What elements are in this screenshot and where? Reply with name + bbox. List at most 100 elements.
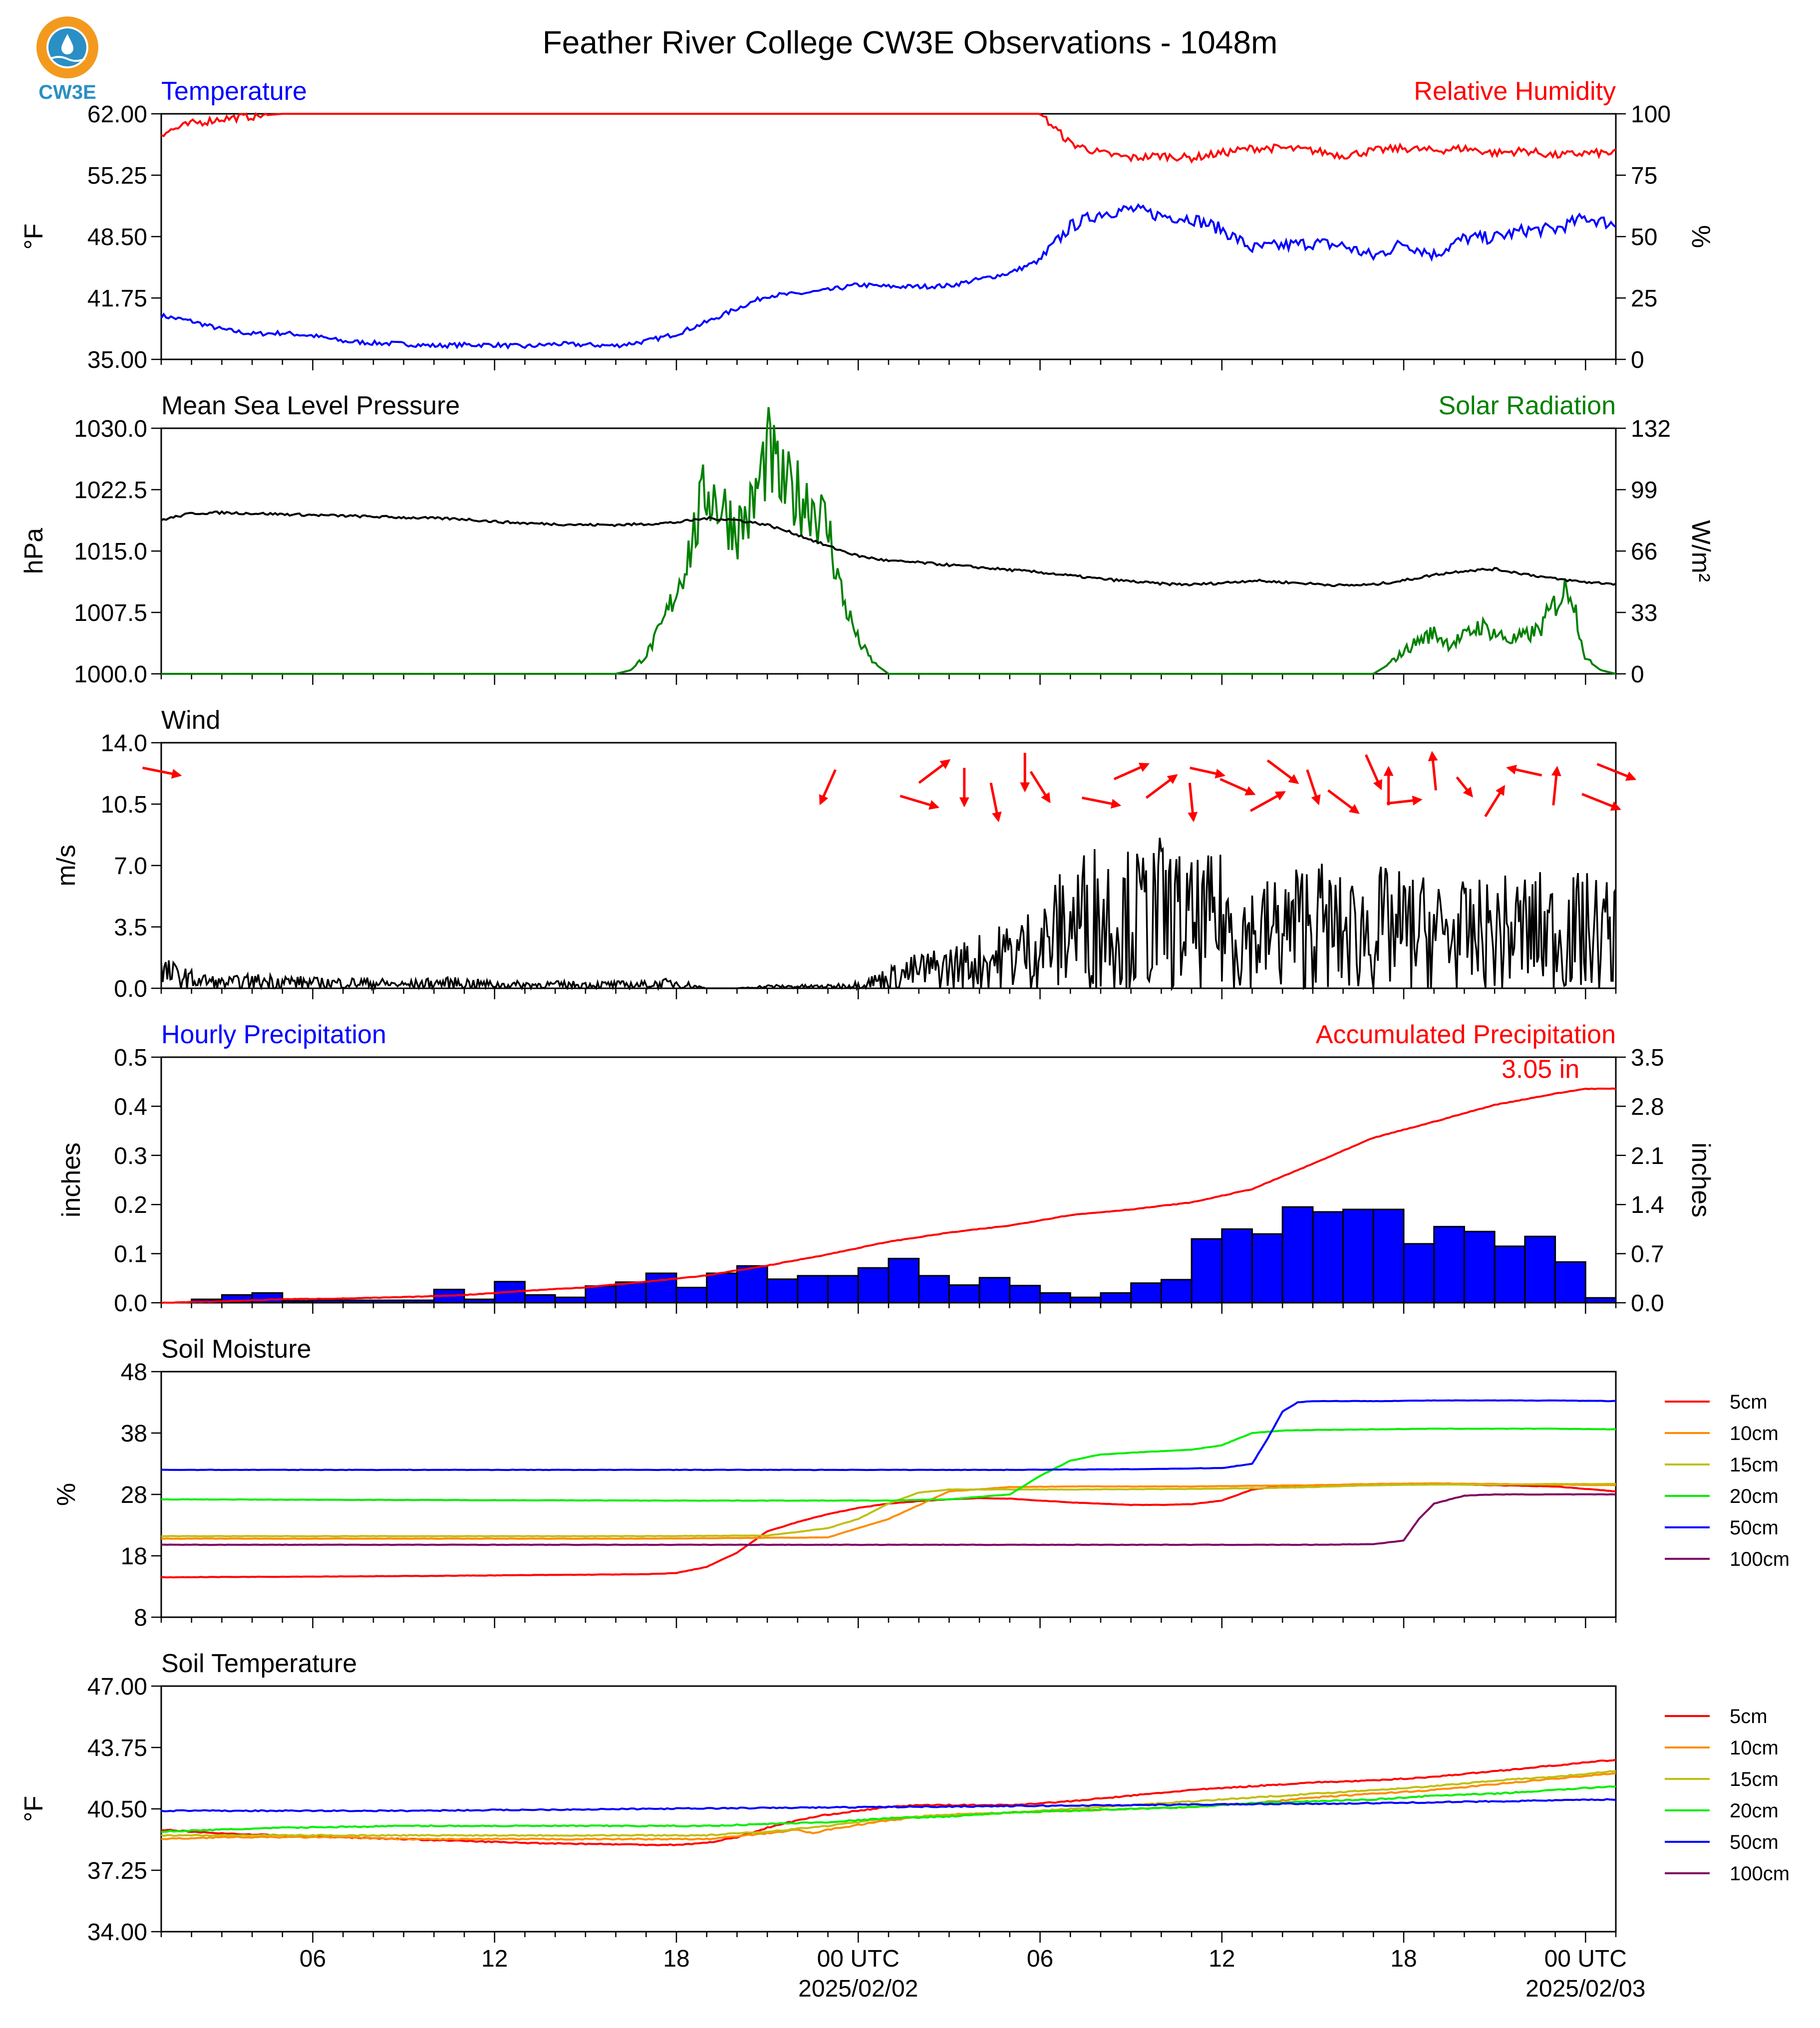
hourly-precip-bar [1221, 1228, 1253, 1304]
hourly-precip-bar [1130, 1282, 1162, 1304]
hourly-precip-bar [888, 1257, 920, 1304]
y-tick-label-soilm: 8 [134, 1605, 147, 1631]
panel-frame-pres [160, 427, 1617, 675]
hourly-precip-bar [585, 1285, 617, 1304]
y-tick-label-pres: 1007.5 [74, 600, 147, 626]
logo-wave [49, 56, 85, 62]
x-tick-label: 18 [1390, 1946, 1417, 1972]
hourly-precip-bar [706, 1272, 738, 1304]
wind-direction-arrow [989, 782, 1002, 823]
soil-line-15cm [161, 1482, 1616, 1538]
soil-line-10cm [161, 1482, 1616, 1540]
x-tick-label: 06 [1027, 1946, 1053, 1972]
wind-direction-arrow [1081, 796, 1122, 809]
legend-label: 100cm [1730, 1548, 1790, 1570]
panel-right-title-precip: Accumulated Precipitation [1316, 1020, 1616, 1049]
y2-tick-label-precip: 0.7 [1631, 1241, 1664, 1268]
y-tick-label-temp: 41.75 [87, 286, 147, 312]
wind-direction-arrow [1365, 754, 1382, 791]
wind-direction-arrow [1456, 776, 1473, 798]
soil-line-5cm [161, 1483, 1616, 1579]
y2-tick-label-temp: 75 [1631, 163, 1657, 189]
y2-tick-label-temp: 50 [1631, 224, 1657, 251]
hourly-precip-bar [1554, 1261, 1586, 1304]
y2-axis-label-pres: W/m² [1686, 520, 1715, 582]
y2-tick-label-pres: 66 [1631, 539, 1657, 565]
y-tick-label-precip: 0.3 [114, 1143, 147, 1169]
wind-direction-arrow [900, 795, 940, 810]
soil-line-20cm [161, 1785, 1616, 1833]
y-tick-label-soilm: 18 [121, 1543, 147, 1570]
panel-title-soilt: Soil Temperature [161, 1649, 357, 1678]
y-tick-label-soilm: 38 [121, 1421, 147, 1447]
y-tick-label-precip: 0.2 [114, 1192, 147, 1218]
legend-label: 50cm [1730, 1517, 1779, 1539]
y-tick-label-precip: 0.1 [114, 1241, 147, 1268]
hourly-precip-bar [1069, 1296, 1102, 1304]
x-tick-label: 18 [663, 1946, 689, 1972]
hourly-precip-bar [1312, 1211, 1344, 1304]
y-tick-label-temp: 55.25 [87, 163, 147, 189]
wind-direction-arrow [1266, 759, 1299, 784]
y2-axis-label-temp: % [1686, 225, 1715, 248]
x-date-label: 2025/02/02 [798, 1976, 918, 2002]
wind-direction-arrow [142, 766, 182, 779]
y-tick-label-soilm: 28 [121, 1482, 147, 1508]
y2-tick-label-temp: 0 [1631, 347, 1644, 373]
hourly-precip-bar [1524, 1235, 1556, 1304]
soil-line-50cm [161, 1798, 1616, 1812]
panel-right-title-pres: Solar Radiation [1438, 391, 1616, 420]
y-tick-label-precip: 0.0 [114, 1290, 147, 1317]
y-axis-label-soilm: % [52, 1483, 81, 1506]
wind-direction-arrow [1387, 795, 1423, 806]
y2-tick-label-precip: 3.5 [1631, 1045, 1664, 1071]
hourly-precip-bar [1100, 1292, 1132, 1304]
y-tick-label-pres: 1000.0 [74, 661, 147, 688]
y2-tick-label-precip: 0.0 [1631, 1290, 1664, 1317]
hourly-precip-bar [1342, 1208, 1374, 1304]
wind-direction-arrow [1428, 751, 1438, 791]
y-axis-label-temp: °F [19, 224, 48, 250]
x-tick-label: 12 [1209, 1946, 1235, 1972]
x-tick-label: 00 UTC [1544, 1946, 1627, 1972]
y-tick-label-pres: 1015.0 [74, 539, 147, 565]
y-axis-label-wind: m/s [52, 845, 81, 886]
hourly-precip-bar [463, 1298, 496, 1304]
wind-direction-arrow [1306, 769, 1321, 806]
hourly-precip-bar [948, 1284, 980, 1304]
wind-direction-arrow [1249, 791, 1286, 812]
accumulated-total-label: 3.05 in [1502, 1055, 1579, 1084]
logo-text: CW3E [38, 81, 96, 103]
legend-label: 50cm [1730, 1831, 1779, 1853]
hourly-precip-bar [372, 1299, 405, 1304]
hourly-precip-bar [1160, 1279, 1193, 1304]
wind-direction-arrow [1219, 778, 1256, 796]
legend-label: 5cm [1730, 1391, 1768, 1413]
y2-tick-label-pres: 99 [1631, 477, 1657, 504]
hourly-precip-bar [1009, 1285, 1041, 1304]
y2-tick-label-precip: 2.1 [1631, 1143, 1664, 1169]
y2-tick-label-precip: 1.4 [1631, 1192, 1664, 1218]
legend-label: 5cm [1730, 1706, 1768, 1728]
y2-tick-label-temp: 25 [1631, 286, 1657, 312]
hourly-precip-bar [1039, 1292, 1071, 1304]
y-tick-label-wind: 0.0 [114, 976, 147, 1002]
y-tick-label-soilt: 43.75 [87, 1735, 147, 1761]
hourly-precip-bar [827, 1275, 859, 1304]
legend-label: 20cm [1730, 1485, 1779, 1507]
y-tick-label-soilt: 40.50 [87, 1796, 147, 1823]
hourly-precip-bar [615, 1281, 647, 1304]
hourly-precip-bar [1403, 1243, 1435, 1304]
y2-tick-label-pres: 33 [1631, 600, 1657, 626]
x-date-label: 2025/02/03 [1525, 1976, 1645, 2002]
cw3e-logo: CW3E [36, 16, 98, 103]
hourly-precip-bar [1191, 1238, 1223, 1304]
legend-label: 10cm [1730, 1423, 1779, 1445]
hourly-precip-bar [1372, 1208, 1405, 1304]
legend-label: 20cm [1730, 1800, 1779, 1822]
panel-title-soilm: Soil Moisture [161, 1335, 311, 1364]
y-tick-label-precip: 0.4 [114, 1094, 147, 1120]
hourly-precip-bar [282, 1300, 314, 1304]
page-title: Feather River College CW3E Observations … [542, 24, 1278, 60]
